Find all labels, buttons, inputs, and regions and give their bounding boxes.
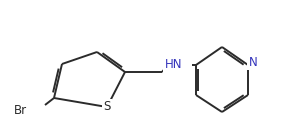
Text: S: S xyxy=(103,100,111,114)
Text: N: N xyxy=(248,55,257,68)
Text: HN: HN xyxy=(165,58,183,71)
Text: Br: Br xyxy=(14,103,27,116)
